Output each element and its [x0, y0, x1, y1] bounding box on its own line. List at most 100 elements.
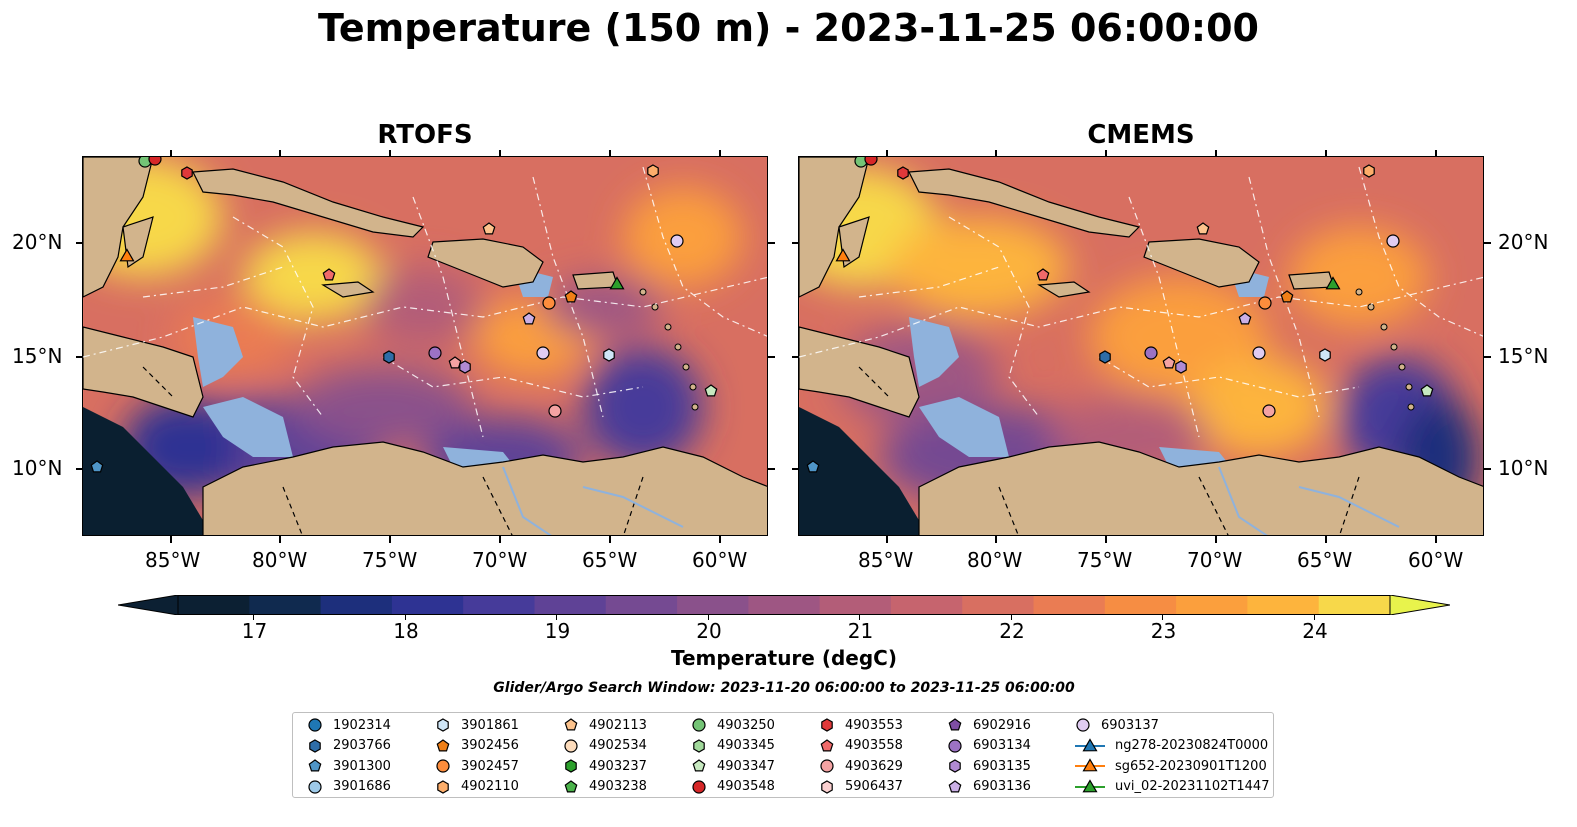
float-marker-14: [1252, 346, 1266, 360]
float-marker-8: [1175, 360, 1187, 374]
colorbar-tick-label: 22: [999, 619, 1025, 643]
hexagon-marker-icon: [565, 759, 577, 773]
float-marker-17: [704, 384, 718, 397]
pentagon-marker: [564, 779, 578, 792]
map-canvas: [799, 157, 1483, 535]
legend-item: 3901300: [307, 756, 391, 776]
colorbar-segment: [1033, 595, 1106, 615]
pentagon-marker: [308, 759, 322, 772]
colorbar-segment: [320, 595, 393, 615]
island-3: [1390, 343, 1398, 351]
eez-boundary-5: [1098, 356, 1360, 398]
float-marker-13: [522, 312, 536, 325]
float-marker-4: [322, 268, 336, 281]
circle-marker: [948, 738, 962, 753]
eez-boundary-5: [382, 356, 644, 398]
eez-boundary-2: [1128, 196, 1200, 438]
circle-marker: [564, 738, 578, 753]
float-marker-9: [1196, 222, 1210, 235]
lon-label-85w: 85°W: [858, 548, 914, 572]
colorbar-segment: [819, 595, 892, 615]
eez-boundary-6: [142, 266, 284, 298]
lon-label-80w: 80°W: [252, 548, 308, 572]
lon-tick: [499, 536, 501, 543]
circle-marker-icon: [692, 718, 706, 732]
legend-label: 4903558: [845, 738, 903, 753]
river-0: [1218, 466, 1268, 535]
legend-label: 4902113: [589, 717, 647, 733]
hexagon-marker: [821, 718, 833, 732]
shelf-area-0: [193, 317, 243, 387]
legend-label: 4903347: [717, 758, 775, 774]
colorbar-segment: [1104, 595, 1177, 615]
shelf-area-1: [919, 397, 1009, 457]
colorbar-frame: [177, 595, 1391, 615]
legend-label: 4903237: [589, 758, 647, 774]
island-6: [1407, 403, 1415, 411]
legend-item: 4902113: [563, 715, 647, 735]
legend-item: 3901861: [435, 715, 519, 735]
lat-tick: [792, 242, 799, 244]
float-marker-6: [428, 346, 442, 360]
lat-tick: [1484, 468, 1491, 470]
colorbar-tick: [707, 615, 709, 620]
eez-boundary-0: [83, 276, 767, 358]
lon-tick: [1325, 150, 1327, 157]
circle-marker-icon: [948, 738, 962, 753]
legend-label: 3901300: [333, 758, 391, 774]
island-1: [1367, 303, 1375, 311]
colorbar-tick: [1162, 615, 1164, 620]
legend-item: 6902916: [947, 715, 1031, 735]
pentagon-marker-icon: [948, 779, 962, 792]
float-marker-6: [1144, 346, 1158, 360]
legend-item: 3902457: [435, 756, 519, 776]
hexagon-marker-icon: [437, 779, 449, 794]
legend-item: 4903345: [691, 736, 775, 756]
legend-item: 4902110: [435, 777, 519, 797]
lon-tick: [170, 536, 172, 543]
circle-marker: [692, 718, 706, 732]
legend-label: 5906437: [845, 779, 903, 794]
lon-tick: [499, 150, 501, 157]
eez-boundary-6: [858, 266, 1000, 298]
hexagon-marker: [821, 779, 833, 794]
lat-tick: [76, 356, 83, 358]
legend-item: ng278-20230824T0000: [1075, 736, 1268, 756]
lon-tick: [609, 536, 611, 543]
legend-label: 6902916: [973, 717, 1031, 733]
float-marker-11: [1280, 290, 1294, 303]
circle-marker: [308, 779, 322, 794]
legend-label: 3901861: [461, 717, 519, 733]
legend-label: 4902110: [461, 779, 519, 794]
float-marker-12: [609, 276, 625, 290]
search-window-caption: Glider/Argo Search Window: 2023-11-20 06…: [493, 680, 1075, 696]
eez-boundary-1: [232, 216, 324, 418]
circle-marker: [436, 759, 450, 773]
float-marker-20: [806, 460, 820, 473]
map-cmems[interactable]: [798, 156, 1484, 536]
colorbar-tick-label: 17: [241, 619, 268, 643]
hexagon-marker-icon: [693, 738, 705, 753]
land-mass-4: [321, 281, 375, 298]
legend-label: 4903629: [845, 758, 903, 774]
land-mass-7: [202, 441, 767, 535]
float-marker-4: [1036, 268, 1050, 281]
float-marker-3: [835, 248, 851, 262]
circle-marker-icon: [308, 718, 322, 732]
eez-boundary-4: [1358, 166, 1483, 337]
colorbar-segment: [1176, 595, 1248, 615]
float-marker-1: [864, 157, 878, 166]
colorbar-tick: [253, 615, 255, 620]
lat-label-10n: 10°N: [1498, 456, 1549, 480]
map-rtofs[interactable]: [82, 156, 768, 536]
float-marker-1: [148, 157, 162, 166]
country-border-3: [1339, 476, 1360, 535]
hexagon-marker-icon: [821, 718, 833, 732]
lon-tick: [995, 150, 997, 157]
colorbar-over-extend: [1389, 594, 1451, 616]
colorbar: [117, 594, 1451, 616]
float-marker-11: [564, 290, 578, 303]
hexagon-marker: [565, 759, 577, 773]
island-4: [1398, 363, 1406, 371]
colorbar-under-extend: [117, 594, 179, 616]
